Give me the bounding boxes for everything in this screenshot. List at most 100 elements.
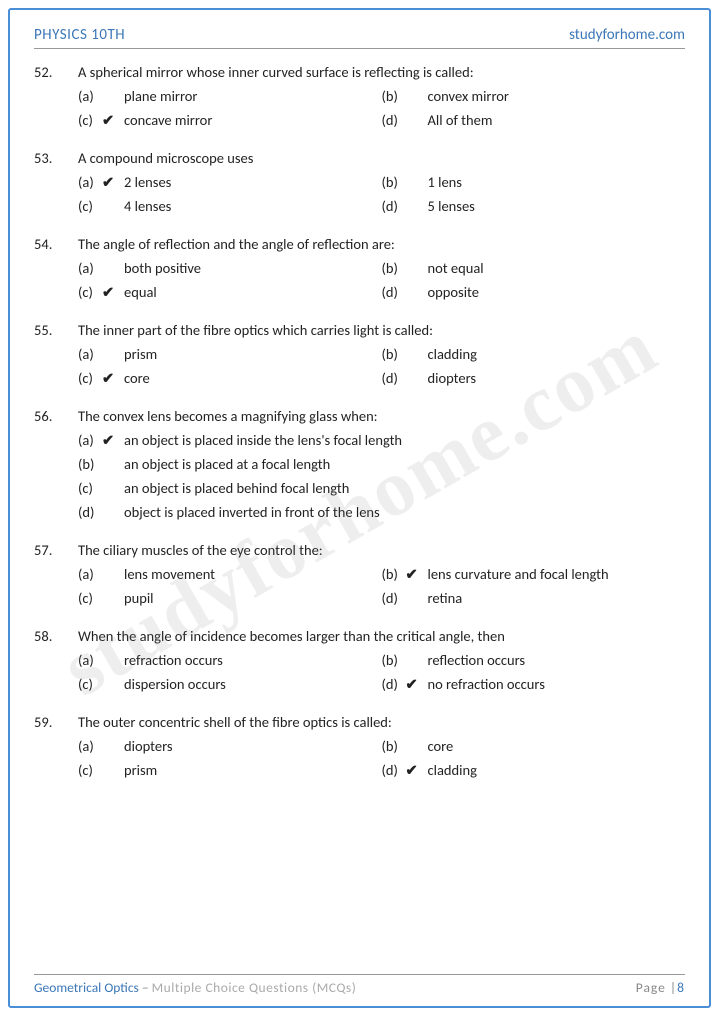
option-label: (d) (382, 111, 406, 129)
check-icon (406, 197, 420, 215)
footer-left: Geometrical Optics – Multiple Choice Que… (34, 979, 356, 996)
option: (a)refraction occurs (78, 651, 382, 669)
check-icon (102, 479, 116, 497)
option-label: (d) (382, 197, 406, 215)
option: (b)✔lens curvature and focal length (382, 565, 686, 583)
check-icon (406, 87, 420, 105)
header-subject: PHYSICS 10TH (34, 26, 125, 44)
page-footer: Geometrical Optics – Multiple Choice Que… (34, 974, 685, 996)
check-icon: ✔ (102, 283, 116, 301)
question-number: 52. (34, 63, 78, 81)
option: (c)✔equal (78, 283, 382, 301)
question-list: 52.A spherical mirror whose inner curved… (34, 63, 685, 779)
option-label: (b) (382, 345, 406, 363)
option-text: an object is placed inside the lens's fo… (124, 431, 402, 449)
option-label: (b) (382, 173, 406, 191)
option: (a)✔2 lenses (78, 173, 382, 191)
check-icon: ✔ (406, 761, 420, 779)
option-label: (c) (78, 761, 102, 779)
option: (b)convex mirror (382, 87, 686, 105)
option: (a) plane mirror (78, 87, 382, 105)
question: 57.The ciliary muscles of the eye contro… (34, 541, 685, 607)
question-text: When the angle of incidence becomes larg… (78, 627, 685, 645)
option-label: (c) (78, 479, 102, 497)
option-label: (d) (78, 503, 102, 521)
question: 58.When the angle of incidence becomes l… (34, 627, 685, 693)
option: (a)prism (78, 345, 382, 363)
check-icon (406, 651, 420, 669)
option-text: plane mirror (124, 87, 198, 105)
option-label: (c) (78, 675, 102, 693)
option-label: (c) (78, 283, 102, 301)
option: (c) dispersion occurs (78, 675, 382, 693)
check-icon: ✔ (102, 369, 116, 387)
option: (b) not equal (382, 259, 686, 277)
question: 56.The convex lens becomes a magnifying … (34, 407, 685, 521)
page-label: Page | (636, 979, 677, 996)
option: (c)4 lenses (78, 197, 382, 215)
option: (b)core (382, 737, 686, 755)
footer-desc: Multiple Choice Questions (MCQs) (152, 979, 357, 996)
option-text: 5 lenses (428, 197, 475, 215)
option-text: convex mirror (428, 87, 510, 105)
check-icon (406, 589, 420, 607)
option-label: (b) (382, 565, 406, 583)
option-label: (a) (78, 651, 102, 669)
footer-right: Page |8 (636, 979, 685, 996)
header-site: studyforhome.com (569, 26, 685, 44)
option: (c)prism (78, 761, 382, 779)
option-text: no refraction occurs (428, 675, 545, 693)
option-label: (b) (78, 455, 102, 473)
option: (b)1 lens (382, 173, 686, 191)
question-text: The outer concentric shell of the fibre … (78, 713, 685, 731)
option: (b)an object is placed at a focal length (78, 455, 685, 473)
option: (d)retina (382, 589, 686, 607)
option-label: (b) (382, 737, 406, 755)
option-label: (d) (382, 589, 406, 607)
check-icon (406, 259, 420, 277)
check-icon: ✔ (102, 173, 116, 191)
option: (c)an object is placed behind focal leng… (78, 479, 685, 497)
option-label: (a) (78, 259, 102, 277)
question: 55.The inner part of the fibre optics wh… (34, 321, 685, 387)
check-icon (102, 503, 116, 521)
check-icon (102, 197, 116, 215)
check-icon (406, 345, 420, 363)
option-label: (a) (78, 345, 102, 363)
option-label: (a) (78, 737, 102, 755)
option: (d)✔no refraction occurs (382, 675, 686, 693)
option-label: (b) (382, 259, 406, 277)
check-icon (102, 651, 116, 669)
question-number: 54. (34, 235, 78, 253)
option: (d)diopters (382, 369, 686, 387)
footer-topic: Geometrical Optics (34, 979, 139, 996)
option-text: both positive (124, 259, 201, 277)
question-number: 59. (34, 713, 78, 731)
question-text: A compound microscope uses (78, 149, 685, 167)
check-icon (102, 761, 116, 779)
option-label: (d) (382, 283, 406, 301)
option-label: (b) (382, 651, 406, 669)
option: (b)reflection occurs (382, 651, 686, 669)
option: (c)✔concave mirror (78, 111, 382, 129)
option: (d)object is placed inverted in front of… (78, 503, 685, 521)
option-text: All of them (428, 111, 493, 129)
option-label: (a) (78, 87, 102, 105)
option: (a)lens movement (78, 565, 382, 583)
question-number: 53. (34, 149, 78, 167)
option-label: (d) (382, 369, 406, 387)
option-text: dispersion occurs (124, 675, 226, 693)
option-text: pupil (124, 589, 154, 607)
option-text: 4 lenses (124, 197, 171, 215)
check-icon (406, 283, 420, 301)
option-text: diopters (124, 737, 173, 755)
option: (c)pupil (78, 589, 382, 607)
page-header: PHYSICS 10TH studyforhome.com (34, 26, 685, 49)
option-text: not equal (428, 259, 484, 277)
option-label: (a) (78, 173, 102, 191)
question-text: The convex lens becomes a magnifying gla… (78, 407, 685, 425)
question-number: 56. (34, 407, 78, 425)
check-icon (102, 87, 116, 105)
question: 54.The angle of reflection and the angle… (34, 235, 685, 301)
option-text: cladding (428, 345, 477, 363)
